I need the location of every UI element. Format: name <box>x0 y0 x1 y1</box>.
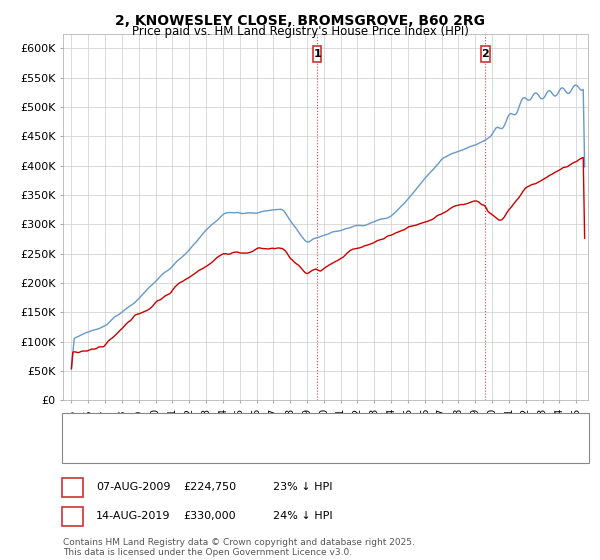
Text: Price paid vs. HM Land Registry's House Price Index (HPI): Price paid vs. HM Land Registry's House … <box>131 25 469 38</box>
Text: 2, KNOWESLEY CLOSE, BROMSGROVE, B60 2RG: 2, KNOWESLEY CLOSE, BROMSGROVE, B60 2RG <box>115 14 485 28</box>
Text: HPI: Average price, detached house, Bromsgrove: HPI: Average price, detached house, Brom… <box>102 444 358 454</box>
Text: 07-AUG-2009: 07-AUG-2009 <box>96 482 170 492</box>
Text: 2: 2 <box>69 511 76 521</box>
Text: 23% ↓ HPI: 23% ↓ HPI <box>273 482 332 492</box>
Text: 24% ↓ HPI: 24% ↓ HPI <box>273 511 332 521</box>
Text: ——: —— <box>75 442 100 455</box>
Text: £224,750: £224,750 <box>183 482 236 492</box>
Text: 1: 1 <box>313 49 321 59</box>
Text: ——: —— <box>75 421 100 434</box>
Text: 14-AUG-2019: 14-AUG-2019 <box>96 511 170 521</box>
Text: 1: 1 <box>69 482 76 492</box>
Text: 2, KNOWESLEY CLOSE, BROMSGROVE, B60 2RG (detached house): 2, KNOWESLEY CLOSE, BROMSGROVE, B60 2RG … <box>102 423 446 433</box>
Text: £330,000: £330,000 <box>183 511 236 521</box>
Text: 2: 2 <box>481 49 489 59</box>
Bar <box>481 46 490 62</box>
Bar <box>313 46 321 62</box>
Text: Contains HM Land Registry data © Crown copyright and database right 2025.
This d: Contains HM Land Registry data © Crown c… <box>63 538 415 557</box>
